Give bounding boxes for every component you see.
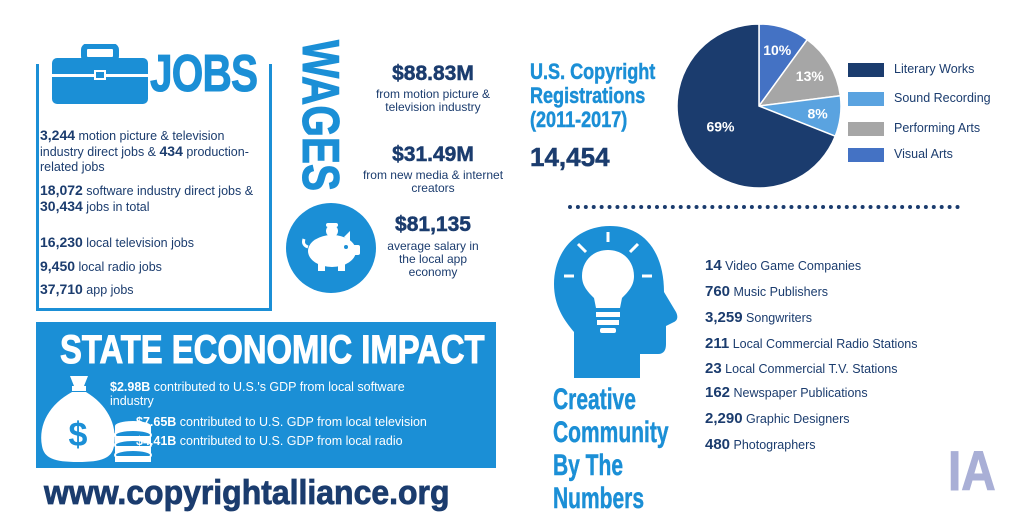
creative-item: 480 Photographers (705, 436, 816, 453)
state-impact-title: STATE ECONOMIC IMPACT (60, 328, 485, 373)
wage-value: $88.83M (392, 62, 474, 86)
creative-item: 211 Local Commercial Radio Stations (705, 335, 918, 352)
legend-label: Performing Arts (894, 121, 981, 135)
legend-label: Visual Arts (894, 147, 953, 161)
legend-swatch (848, 92, 884, 106)
wage-value: $31.49M (392, 143, 474, 167)
legend-swatch (848, 122, 884, 136)
head-lightbulb-icon (554, 226, 678, 378)
creative-item: 162 Newspaper Publications (705, 384, 868, 401)
jobs-item: 16,230 local television jobs (40, 234, 194, 251)
wage-desc: from motion picture & television industr… (375, 87, 491, 114)
creative-item: 23 Local Commercial T.V. Stations (705, 360, 898, 377)
coins-icon (114, 421, 152, 462)
state-impact-item: $7.65B contributed to U.S. GDP from loca… (136, 415, 427, 429)
pie-slice-performing-arts (757, 38, 842, 107)
jobs-frame (36, 64, 272, 311)
pie-label: 8% (807, 105, 828, 121)
wage-desc: average salary in the local app economy (387, 239, 479, 279)
state-impact-item: $4.41B contributed to U.S. GDP from loca… (136, 434, 403, 448)
briefcase-icon (52, 44, 148, 104)
creative-item: 2,290 Graphic Designers (705, 410, 850, 427)
copyright-total: 14,454 (530, 142, 610, 173)
money-bag-icon: $ (41, 376, 115, 462)
state-impact-item: $2.98B contributed to U.S.'s GDP from lo… (110, 380, 405, 408)
jobs-item: 9,450 local radio jobs (40, 258, 162, 275)
pie-label: 69% (706, 119, 735, 135)
creative-item: 760 Music Publishers (705, 283, 828, 300)
copyright-pie-chart: 10%13% 8% 69% (676, 23, 842, 189)
pie-label: 10% (763, 42, 792, 58)
creative-item: 3,259 Songwriters (705, 309, 813, 326)
legend-label: Sound Recording (894, 91, 991, 105)
svg-text:$: $ (69, 416, 88, 454)
jobs-item: 18,072 software industry direct jobs & 3… (40, 182, 254, 215)
wage-desc: from new media & internet creators (362, 168, 504, 195)
creative-title: Creative Community By The Numbers (553, 383, 669, 516)
wage-value: $81,135 (395, 213, 471, 237)
website-url[interactable]: www.copyrightalliance.org (44, 474, 450, 513)
jobs-title: JOBS (150, 45, 259, 104)
piggy-bank-icon (286, 203, 376, 293)
copyright-title: U.S. Copyright Registrations (2011-2017) (530, 59, 656, 132)
legend-swatch (848, 148, 884, 162)
pie-slice-literary-works (676, 23, 837, 189)
legend-label: Literary Works (894, 62, 975, 76)
section-divider (568, 205, 960, 209)
legend-swatch (848, 63, 884, 77)
state-abbreviation: IA (948, 439, 996, 503)
creative-item: 14 Video Game Companies (705, 257, 862, 274)
jobs-item: 37,710 app jobs (40, 281, 134, 298)
wages-title: WAGES (291, 40, 350, 192)
jobs-item: 3,244 motion picture & television indust… (40, 127, 249, 175)
pie-label: 13% (796, 68, 825, 84)
